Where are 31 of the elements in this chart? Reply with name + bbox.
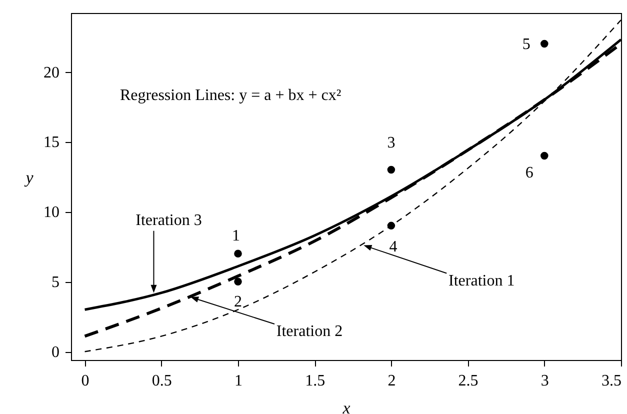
annotation: 4 xyxy=(389,238,398,256)
annotation: 6 xyxy=(525,164,534,182)
annotation: Regression Lines: y = a + bx + cx² xyxy=(120,87,342,104)
y-tick-label: 10 xyxy=(44,204,60,222)
point xyxy=(234,278,242,286)
x-tick-label: 3.5 xyxy=(602,372,622,390)
x-axis-title: x xyxy=(342,398,351,414)
x-tick-label: 2.5 xyxy=(458,372,478,390)
annotation: Iteration 1 xyxy=(448,272,515,290)
annotation: Iteration 3 xyxy=(136,212,202,229)
point xyxy=(540,40,548,48)
y-tick-label: 20 xyxy=(44,64,60,82)
x-tick-label: 1.5 xyxy=(305,372,326,390)
point xyxy=(234,250,242,258)
x-tick-label: 0.5 xyxy=(152,372,172,390)
x-tick-label: 3 xyxy=(540,372,549,390)
annotation: Iteration 2 xyxy=(276,323,343,340)
y-tick-label: 5 xyxy=(52,274,60,292)
y-axis-title: y xyxy=(24,168,34,187)
point xyxy=(387,166,396,174)
y-tick-label: 0 xyxy=(52,344,60,362)
annotation: 5 xyxy=(522,36,530,53)
x-tick-label: 1 xyxy=(234,372,242,390)
annotation: 3 xyxy=(387,134,396,152)
y-tick-label: 15 xyxy=(44,134,60,152)
annotation: 2 xyxy=(234,294,242,311)
x-tick-label: 0 xyxy=(81,372,90,390)
point xyxy=(540,152,548,160)
x-tick-label: 2 xyxy=(388,372,396,390)
point xyxy=(387,222,396,230)
annotation: 1 xyxy=(232,228,240,245)
